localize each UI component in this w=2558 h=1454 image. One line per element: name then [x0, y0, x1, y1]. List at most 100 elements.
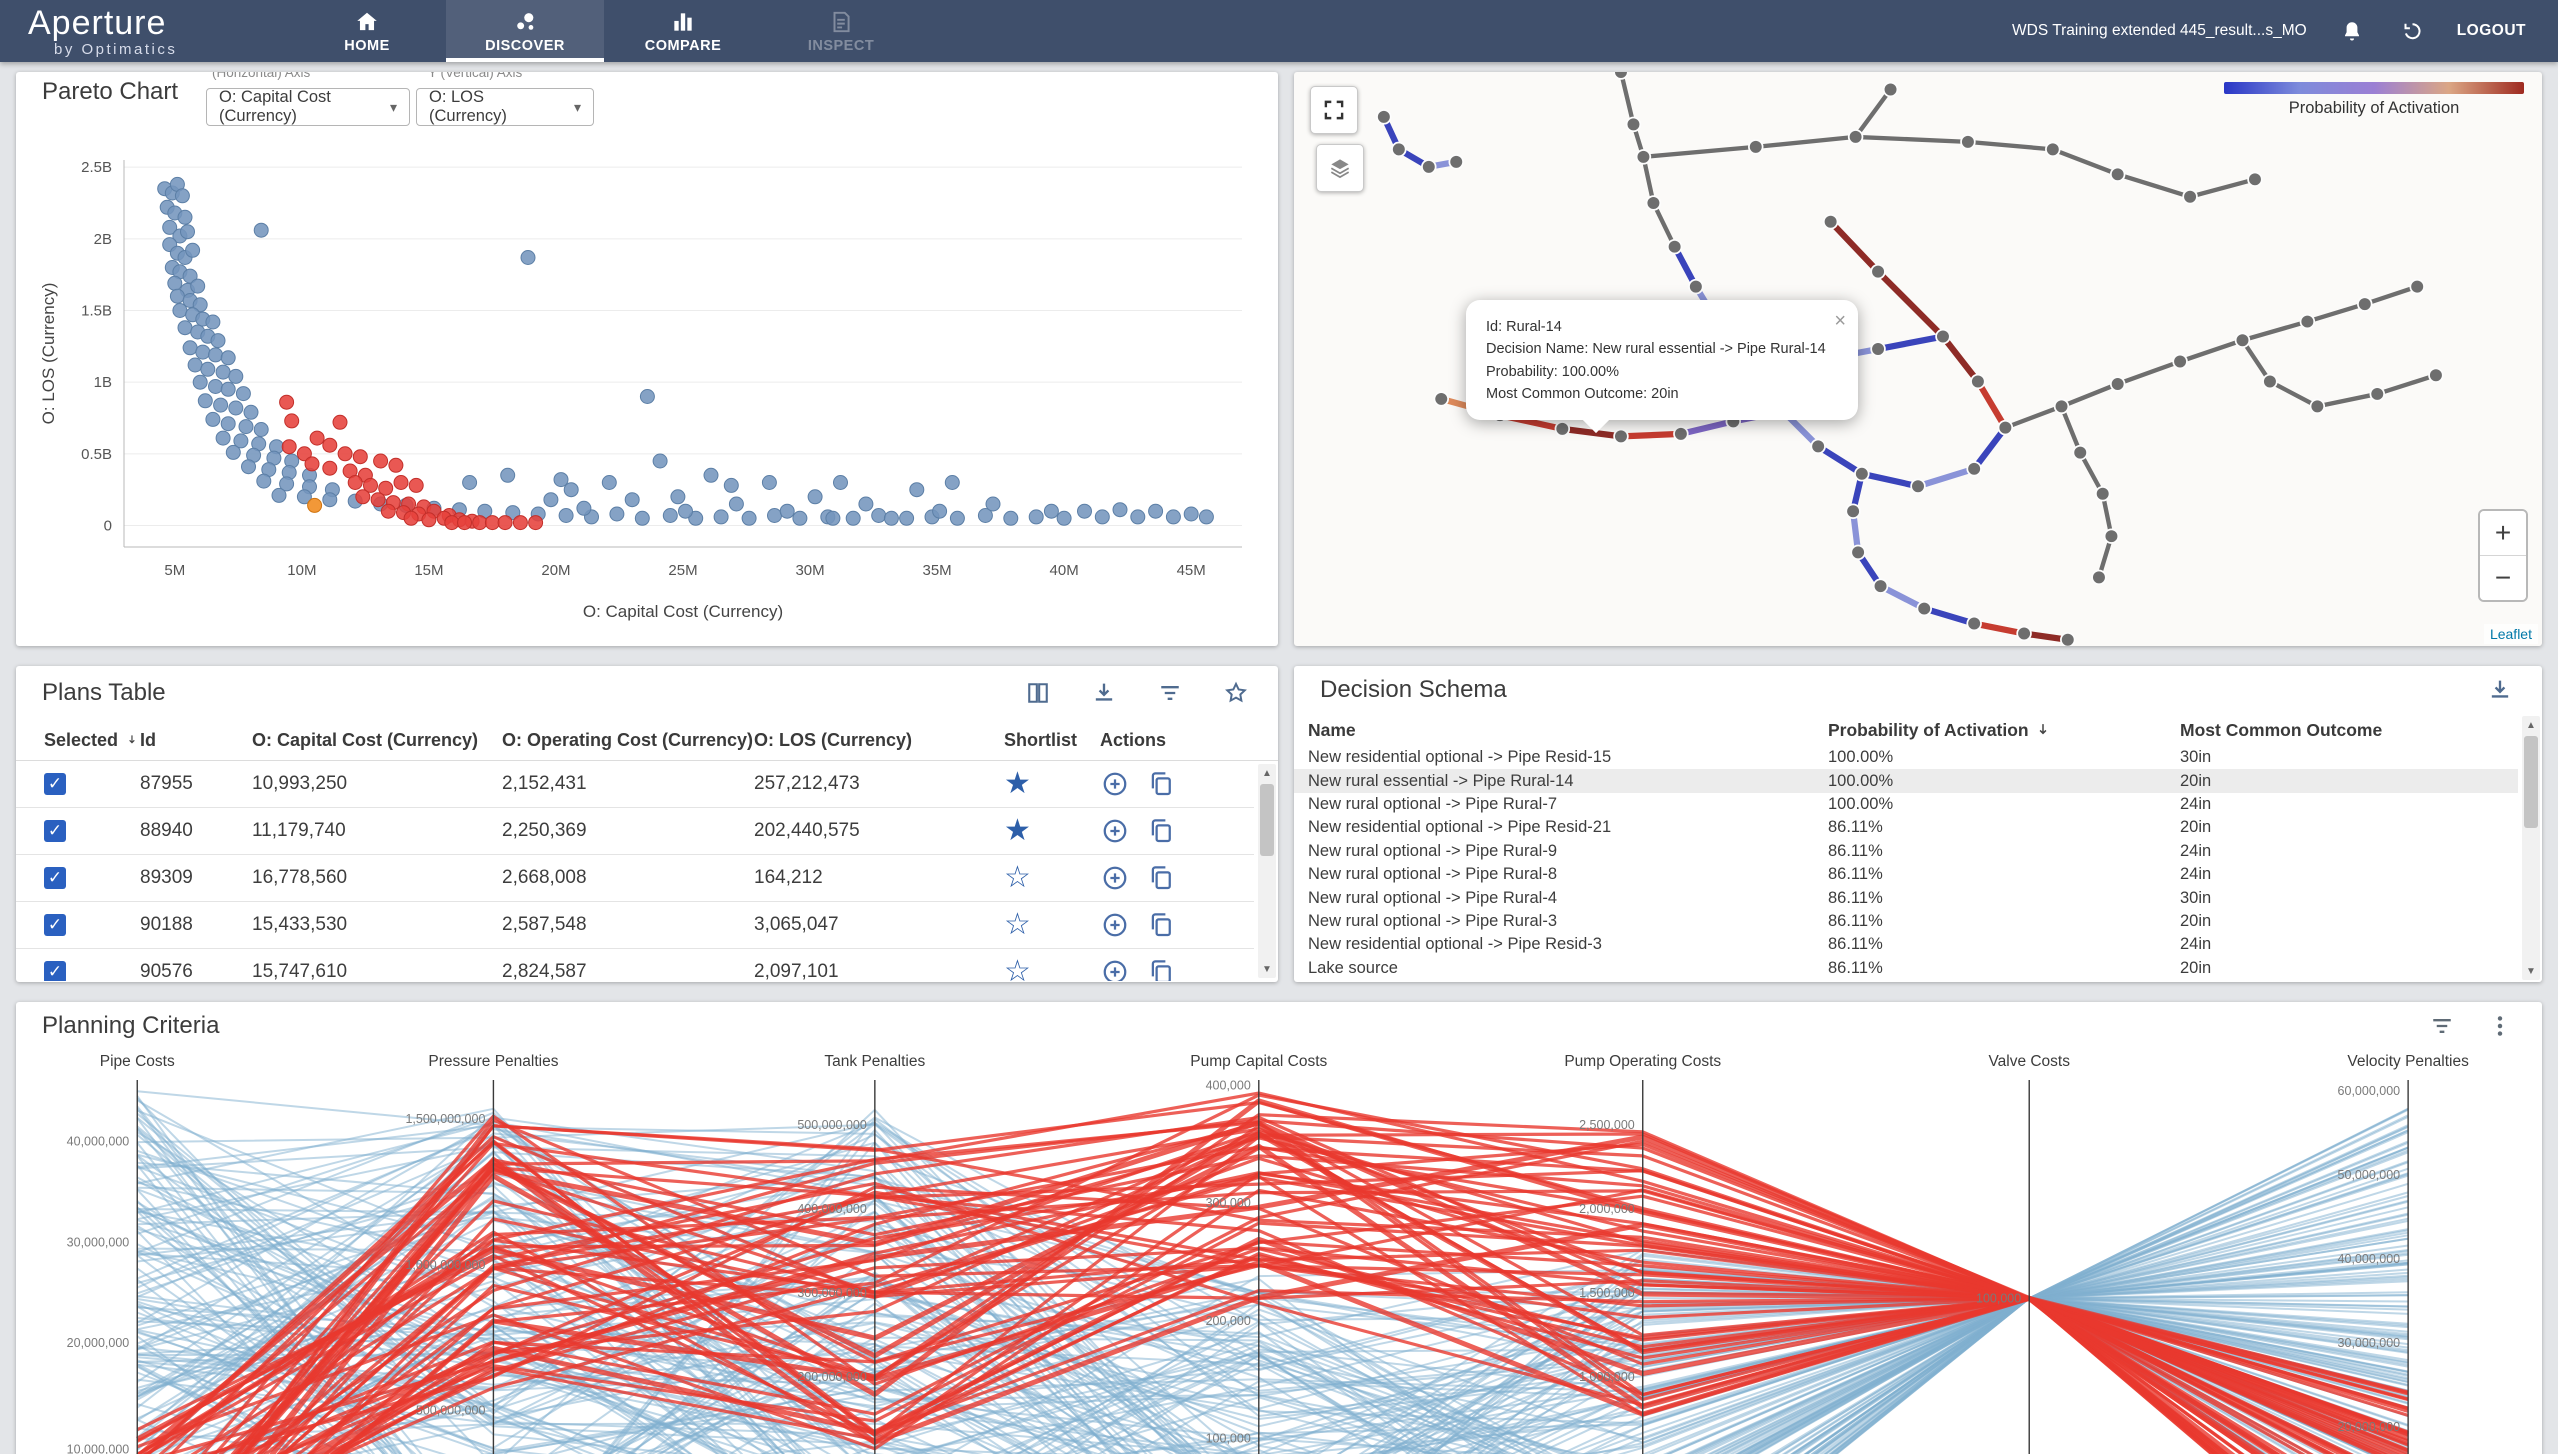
shortlist-star-icon[interactable]: ★ [1004, 767, 1031, 800]
notifications-button[interactable] [2337, 16, 2367, 46]
row-checkbox[interactable]: ✓ [44, 773, 66, 795]
decision-schema-row[interactable]: New residential optional -> Pipe Resid-1… [1294, 746, 2518, 769]
decision-schema-row[interactable]: New rural optional -> Pipe Rural-4 86.11%… [1294, 886, 2518, 909]
plus-circle-icon [1103, 866, 1127, 890]
scrollbar-thumb[interactable] [2524, 736, 2538, 828]
plus-circle-icon [1103, 772, 1127, 796]
svg-text:30M: 30M [795, 562, 824, 579]
pareto-scatter-chart[interactable]: 0 0.5B 1B 1.5B 2B 2.5B 5M 10M 15M 20M 25M 30M 35M 40M… [32, 144, 1262, 629]
row-checkbox[interactable]: ✓ [44, 914, 66, 936]
tooltip-line: Id: Rural-14 [1486, 319, 1562, 335]
history-icon [2404, 23, 2421, 40]
nav-item-discover[interactable]: DISCOVER [446, 0, 604, 62]
add-plan-button[interactable] [1100, 910, 1130, 940]
column-header-probability[interactable]: Probability of Activation [1828, 720, 2180, 741]
copy-plan-button[interactable] [1146, 957, 1176, 981]
fullscreen-icon [1324, 100, 1344, 120]
more-options-button[interactable] [2484, 1010, 2516, 1042]
history-button[interactable] [2397, 16, 2427, 46]
row-checkbox[interactable]: ✓ [44, 820, 66, 842]
plus-circle-icon [1103, 960, 1127, 981]
add-plan-button[interactable] [1100, 769, 1130, 799]
column-header-los[interactable]: O: LOS (Currency) [754, 729, 913, 750]
map-layers-button[interactable] [1316, 144, 1364, 192]
download-button[interactable] [2484, 674, 2516, 706]
copy-plan-button[interactable] [1146, 910, 1176, 940]
zoom-out-button[interactable]: − [2480, 556, 2526, 600]
decision-schema-row[interactable]: New residential optional -> Pipe Resid-2… [1294, 816, 2518, 839]
shortlist-star-icon[interactable]: ☆ [1004, 955, 1031, 982]
decision-schema-row[interactable]: New residential optional -> Pipe Resid-3… [1294, 933, 2518, 956]
filter-button[interactable] [1154, 677, 1186, 709]
row-actions [1100, 769, 1230, 799]
app-logo[interactable]: Aperture by Optimatics [28, 6, 258, 57]
plans-table-row[interactable]: ✓ 90576 15,747,610 2,824,587 2,097,101 ☆ [16, 949, 1254, 981]
row-checkbox[interactable]: ✓ [44, 961, 66, 981]
decision-schema-row[interactable]: New rural essential -> Pipe Rural-14 100.… [1294, 769, 2518, 793]
decision-name: Lake source [1308, 958, 1398, 977]
leaflet-attribution[interactable]: Leaflet [2483, 624, 2538, 644]
plans-table-row[interactable]: ✓ 88940 11,179,740 2,250,369 202,440,575 ★ [16, 808, 1254, 855]
planning-criteria-header: Planning Criteria [16, 1002, 2542, 1050]
column-header-selected[interactable]: Selected [44, 730, 140, 751]
svg-text:2B: 2B [94, 231, 112, 248]
column-header-id[interactable]: Id [140, 729, 156, 750]
column-header-name[interactable]: Name [1308, 719, 1356, 740]
scroll-down-icon[interactable]: ▼ [2526, 965, 2536, 977]
column-header-capital-cost[interactable]: O: Capital Cost (Currency) [252, 729, 479, 750]
decision-schema-row[interactable]: New rural optional -> Pipe Rural-3 86.11%… [1294, 910, 2518, 933]
parallel-coordinates-chart[interactable]: Pipe Costs 40,000,000 30,000,000 20,000,000… [16, 1050, 2542, 1454]
layers-icon [1330, 159, 1350, 179]
row-checkbox[interactable]: ✓ [44, 867, 66, 889]
zoom-in-button[interactable]: + [2480, 511, 2526, 556]
y-axis-dropdown[interactable]: O: LOS (Currency) ▾ [416, 88, 594, 126]
copy-plan-button[interactable] [1146, 769, 1176, 799]
decision-schema-row[interactable]: New rural optional -> Pipe Rural-7 100.00… [1294, 793, 2518, 816]
svg-text:0: 0 [104, 518, 112, 535]
network-map-canvas[interactable] [1294, 72, 2542, 646]
shortlist-filter-button[interactable] [1220, 677, 1252, 709]
shortlist-star-icon[interactable]: ☆ [1004, 861, 1031, 894]
tooltip-close-icon[interactable]: × [1834, 310, 1846, 332]
plans-table-scrollbar[interactable]: ▲ ▼ [1258, 764, 1276, 978]
copy-icon [1151, 772, 1171, 796]
shortlist-star-icon[interactable]: ☆ [1004, 908, 1031, 941]
svg-text:20,000,000: 20,000,000 [2338, 1420, 2401, 1434]
pareto-chart-panel: Pareto Chart (Horizontal) Axis Y (Vertic… [16, 72, 1278, 646]
nav-item-compare[interactable]: COMPARE [604, 0, 762, 62]
row-actions [1100, 816, 1230, 846]
decision-schema-row[interactable]: Lake source 86.11% 20in [1294, 957, 2518, 980]
decision-probability: 86.11% [1828, 841, 1883, 860]
map-fullscreen-button[interactable] [1310, 86, 1358, 134]
scroll-up-icon[interactable]: ▲ [2526, 719, 2536, 731]
scroll-up-icon[interactable]: ▲ [1262, 767, 1272, 779]
add-plan-button[interactable] [1100, 863, 1130, 893]
svg-text:5M: 5M [164, 562, 185, 579]
middle-row: Plans Table Selected Id O: Capital Cost … [16, 666, 2542, 982]
schema-scrollbar[interactable]: ▲ ▼ [2522, 716, 2540, 980]
plans-table-row[interactable]: ✓ 87955 10,993,250 2,152,431 257,212,473 ★ [16, 761, 1254, 808]
copy-plan-button[interactable] [1146, 816, 1176, 846]
compare-columns-button[interactable] [1022, 677, 1054, 709]
add-plan-button[interactable] [1100, 816, 1130, 846]
column-header-operating-cost[interactable]: O: Operating Cost (Currency) [502, 729, 754, 750]
x-axis-dropdown[interactable]: O: Capital Cost (Currency) ▾ [206, 88, 410, 126]
bell-icon [2344, 22, 2359, 41]
nav-item-home[interactable]: HOME [288, 0, 446, 62]
column-header-shortlist[interactable]: Shortlist [1004, 729, 1078, 750]
decision-schema-row[interactable]: New rural optional -> Pipe Rural-9 86.11%… [1294, 840, 2518, 863]
column-header-outcome[interactable]: Most Common Outcome [2180, 719, 2383, 740]
plans-table-row[interactable]: ✓ 90188 15,433,530 2,587,548 3,065,047 ☆ [16, 902, 1254, 949]
shortlist-star-icon[interactable]: ★ [1004, 814, 1031, 847]
decision-schema-row[interactable]: New rural optional -> Pipe Rural-8 86.11%… [1294, 863, 2518, 886]
logout-button[interactable]: LOGOUT [2456, 22, 2526, 39]
column-header-actions[interactable]: Actions [1100, 729, 1167, 750]
sort-desc-icon [2039, 724, 2047, 735]
copy-plan-button[interactable] [1146, 863, 1176, 893]
scrollbar-thumb[interactable] [1260, 784, 1274, 856]
filter-button[interactable] [2426, 1010, 2458, 1042]
scroll-down-icon[interactable]: ▼ [1262, 963, 1272, 975]
download-button[interactable] [1088, 677, 1120, 709]
add-plan-button[interactable] [1100, 957, 1130, 981]
plans-table-row[interactable]: ✓ 89309 16,778,560 2,668,008 164,212 ☆ [16, 855, 1254, 902]
